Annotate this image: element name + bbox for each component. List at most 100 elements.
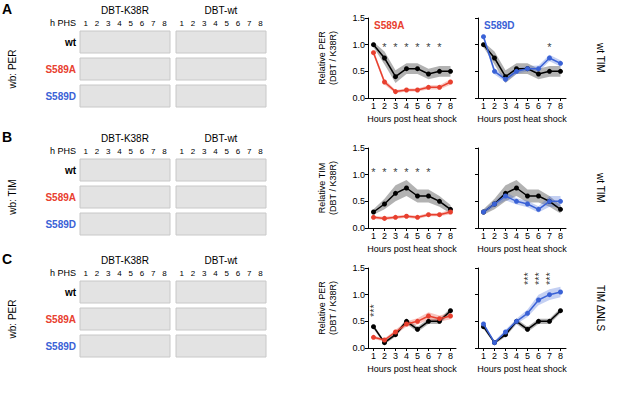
svg-text:wt: wt: [64, 37, 77, 48]
svg-text:6: 6: [236, 147, 241, 156]
svg-text:*: *: [415, 166, 420, 178]
svg-text:6: 6: [426, 351, 431, 361]
svg-text:5: 5: [224, 147, 229, 156]
svg-text:3: 3: [393, 101, 398, 111]
svg-text:Hours post heat shock: Hours post heat shock: [367, 244, 457, 254]
svg-text:2: 2: [95, 147, 100, 156]
svg-text:DBT-wt: DBT-wt: [205, 255, 238, 266]
svg-text:wb: PER: wb: PER: [7, 300, 18, 340]
svg-text:S589A: S589A: [45, 64, 76, 75]
svg-text:4: 4: [404, 231, 409, 241]
svg-text:Relative TIM: Relative TIM: [317, 163, 327, 213]
svg-text:wt TIM: wt TIM: [595, 42, 606, 73]
svg-text:5: 5: [525, 231, 530, 241]
svg-text:7: 7: [151, 19, 156, 28]
svg-text:6: 6: [426, 101, 431, 111]
svg-text:6: 6: [536, 351, 541, 361]
svg-text:1.5: 1.5: [352, 143, 365, 153]
svg-text:7: 7: [547, 231, 552, 241]
svg-text:6: 6: [140, 269, 145, 278]
svg-text:2: 2: [191, 269, 196, 278]
svg-text:wt TIM: wt TIM: [595, 172, 606, 203]
svg-text:6: 6: [536, 101, 541, 111]
svg-text:S589A: S589A: [374, 20, 405, 31]
svg-text:5: 5: [128, 269, 133, 278]
svg-text:wb: PER: wb: PER: [7, 50, 18, 90]
svg-text:DBT-wt: DBT-wt: [205, 5, 238, 16]
svg-text:6: 6: [236, 19, 241, 28]
svg-text:1.0: 1.0: [352, 40, 365, 50]
svg-text:7: 7: [547, 101, 552, 111]
svg-text:h PHS: h PHS: [50, 268, 76, 278]
svg-text:5: 5: [415, 231, 420, 241]
svg-text:4: 4: [514, 231, 519, 241]
svg-text:3: 3: [202, 147, 207, 156]
svg-text:4: 4: [404, 101, 409, 111]
svg-text:1.5: 1.5: [352, 13, 365, 23]
svg-text:Hours post heat shock: Hours post heat shock: [367, 114, 457, 124]
svg-text:3: 3: [503, 231, 508, 241]
svg-text:h PHS: h PHS: [50, 146, 76, 156]
svg-text:2: 2: [492, 351, 497, 361]
svg-text:7: 7: [247, 269, 252, 278]
svg-text:8: 8: [558, 231, 563, 241]
svg-text:1: 1: [83, 269, 88, 278]
svg-text:4: 4: [213, 147, 218, 156]
svg-text:1: 1: [371, 231, 376, 241]
svg-text:7: 7: [547, 351, 552, 361]
svg-text:5: 5: [415, 351, 420, 361]
svg-text:*: *: [393, 166, 398, 178]
svg-text:S589D: S589D: [45, 341, 76, 352]
svg-text:*: *: [382, 166, 387, 178]
svg-text:3: 3: [503, 101, 508, 111]
svg-text:5: 5: [415, 101, 420, 111]
svg-text:0.5: 0.5: [352, 66, 365, 76]
svg-text:(DBT / K38R): (DBT / K38R): [328, 161, 338, 215]
svg-text:TIM ΔNLS: TIM ΔNLS: [595, 285, 606, 331]
svg-text:6: 6: [426, 231, 431, 241]
svg-text:4: 4: [404, 351, 409, 361]
svg-text:8: 8: [258, 269, 263, 278]
svg-text:*: *: [404, 41, 409, 53]
svg-text:1: 1: [481, 231, 486, 241]
svg-text:***: ***: [544, 272, 556, 286]
svg-text:1.0: 1.0: [352, 290, 365, 300]
svg-text:6: 6: [536, 231, 541, 241]
svg-text:4: 4: [514, 101, 519, 111]
svg-text:0.0: 0.0: [352, 93, 365, 103]
svg-text:4: 4: [117, 269, 122, 278]
svg-text:S589D: S589D: [45, 91, 76, 102]
svg-text:6: 6: [236, 269, 241, 278]
svg-text:B: B: [2, 129, 12, 145]
svg-text:5: 5: [525, 101, 530, 111]
svg-text:7: 7: [437, 231, 442, 241]
svg-text:4: 4: [117, 147, 122, 156]
svg-text:3: 3: [393, 351, 398, 361]
svg-text:wt: wt: [64, 165, 77, 176]
svg-text:Hours post heat shock: Hours post heat shock: [477, 114, 567, 124]
svg-text:0.5: 0.5: [352, 316, 365, 326]
svg-text:8: 8: [448, 101, 453, 111]
svg-text:2: 2: [382, 351, 387, 361]
svg-text:8: 8: [448, 231, 453, 241]
svg-text:(DBT / K38R): (DBT / K38R): [328, 31, 338, 85]
svg-text:2: 2: [382, 101, 387, 111]
svg-text:1: 1: [83, 147, 88, 156]
svg-text:Hours post heat shock: Hours post heat shock: [477, 244, 567, 254]
svg-text:8: 8: [162, 19, 167, 28]
svg-text:Hours post heat shock: Hours post heat shock: [367, 364, 457, 374]
svg-text:1: 1: [371, 101, 376, 111]
svg-text:4: 4: [213, 19, 218, 28]
svg-text:4: 4: [117, 19, 122, 28]
svg-text:8: 8: [448, 351, 453, 361]
svg-text:S589D: S589D: [45, 219, 76, 230]
svg-text:*: *: [415, 41, 420, 53]
svg-text:8: 8: [558, 351, 563, 361]
svg-text:4: 4: [213, 269, 218, 278]
svg-text:*: *: [404, 166, 409, 178]
svg-text:Relative PER: Relative PER: [317, 31, 327, 85]
svg-text:(DBT / K38R): (DBT / K38R): [328, 281, 338, 335]
svg-text:1: 1: [179, 147, 184, 156]
svg-text:2: 2: [95, 19, 100, 28]
svg-text:3: 3: [106, 147, 111, 156]
